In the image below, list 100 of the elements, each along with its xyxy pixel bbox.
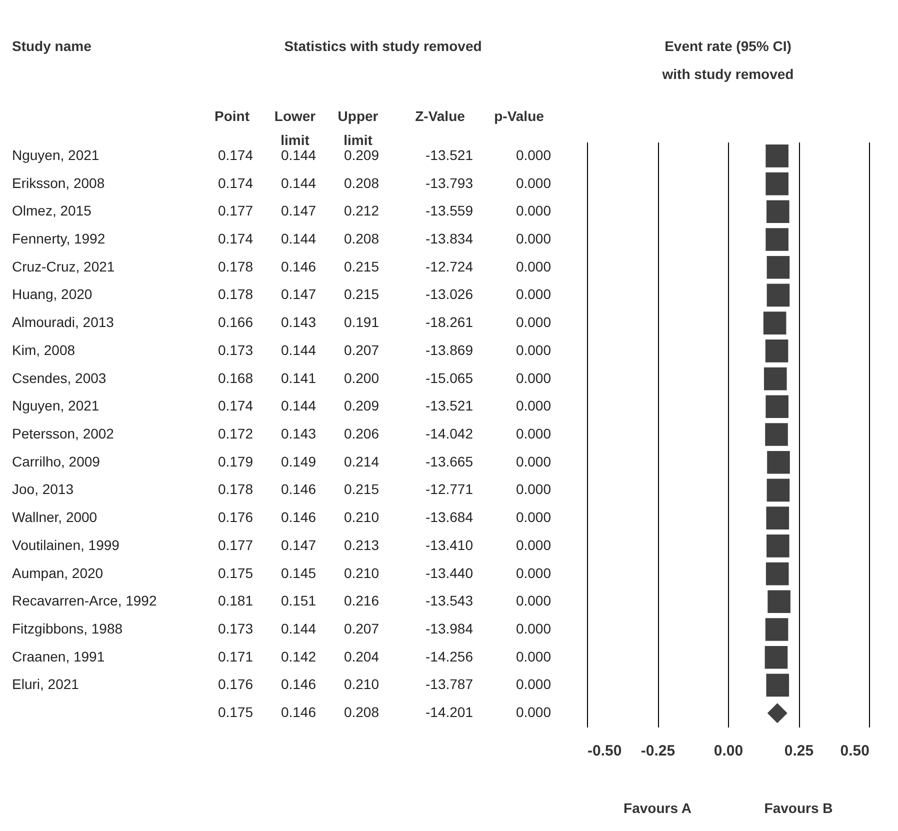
text: 0.206: [344, 426, 380, 442]
text: 0.204: [344, 648, 380, 664]
text: -13.521: [426, 146, 474, 163]
text: -13.559: [426, 202, 474, 219]
x-tick-label: 0.25: [784, 742, 814, 760]
text: -12.724: [426, 258, 474, 274]
text: Wallner, 2000: [12, 509, 98, 526]
text: -13.984: [426, 620, 474, 636]
text: 0.209: [344, 398, 380, 414]
text: Cruz-Cruz, 2021: [12, 258, 115, 274]
text: 0.168: [218, 370, 254, 386]
text: with study removed: [661, 66, 794, 82]
text: 0.000: [516, 509, 552, 526]
text: 0.146: [280, 676, 316, 692]
text: 0.173: [218, 342, 254, 358]
text: Nguyen, 2021: [12, 146, 100, 163]
text: -13.026: [426, 286, 474, 302]
text: Recavarren-Arce, 1992: [12, 592, 157, 609]
x-tick-label: -0.25: [640, 742, 676, 760]
text: 0.210: [344, 509, 380, 526]
text: Fennerty, 1992: [12, 230, 106, 246]
text: 0.210: [344, 564, 380, 581]
text: Study name: [12, 38, 92, 54]
x-tick-label: 0.00: [714, 742, 744, 760]
text: Eriksson, 2008: [12, 174, 105, 191]
text: Craanen, 1991: [12, 648, 105, 664]
text: Olmez, 2015: [12, 202, 92, 219]
text: -14.042: [426, 426, 474, 442]
text: Eluri, 2021: [12, 676, 80, 692]
text: Nguyen, 2021: [12, 398, 100, 414]
text: Almouradi, 2013: [12, 314, 114, 330]
text: Upper limit: [338, 108, 379, 148]
text: 0.207: [344, 620, 380, 636]
text: Favours A: [624, 800, 692, 816]
text: 0.174: [218, 230, 254, 246]
text: Kim, 2008: [12, 342, 76, 358]
text: 0.171: [218, 648, 254, 664]
text: 0.208: [344, 174, 380, 191]
text: 0.000: [516, 146, 552, 163]
text: Huang, 2020: [12, 286, 92, 302]
text: -13.665: [426, 453, 474, 470]
text: 0.146: [280, 509, 316, 526]
text: 0.144: [280, 620, 316, 636]
text: 0.175: [218, 564, 254, 581]
text: 0.147: [280, 286, 316, 302]
text: -13.787: [426, 676, 474, 692]
text: 0.000: [516, 286, 552, 302]
text: 0.000: [516, 592, 552, 609]
text: 0.144: [280, 174, 316, 191]
text: 0.216: [344, 592, 380, 609]
text: 0.214: [344, 453, 380, 470]
text: 0.215: [344, 481, 380, 498]
text: Lower limit: [274, 108, 316, 148]
text: -15.065: [426, 370, 474, 386]
text: 0.215: [344, 258, 380, 274]
text: 0.146: [280, 258, 316, 274]
text: 0.000: [516, 370, 552, 386]
text: 0.142: [280, 648, 316, 664]
text: Joo, 2013: [12, 481, 74, 498]
text: 0.215: [344, 286, 380, 302]
text: 0.178: [218, 258, 254, 274]
text: 0.146: [280, 704, 316, 720]
text: Carrilho, 2009: [12, 453, 100, 470]
x-tick-label: 0.50: [840, 742, 870, 760]
text: 0.000: [516, 398, 552, 414]
text: -12.771: [426, 481, 474, 498]
text: -13.869: [426, 342, 474, 358]
text: 0.000: [516, 426, 552, 442]
text: -14.256: [426, 648, 474, 664]
text: 0.174: [218, 146, 254, 163]
text: 0.177: [218, 202, 254, 219]
text: 0.174: [218, 174, 254, 191]
text: 0.213: [344, 536, 380, 553]
text: Voutilainen, 1999: [12, 536, 120, 553]
text: 0.147: [280, 202, 316, 219]
text: 0.143: [280, 314, 316, 330]
text: 0.145: [280, 564, 316, 581]
text: 0.000: [516, 230, 552, 246]
text: 0.146: [280, 481, 316, 498]
text: 0.191: [344, 314, 380, 330]
text: 0.143: [280, 426, 316, 442]
text: 0.181: [218, 592, 254, 609]
text: 0.175: [218, 704, 254, 720]
text: -13.684: [426, 509, 474, 526]
text: 0.172: [218, 426, 254, 442]
text: 0.000: [516, 342, 552, 358]
text: 0.176: [218, 509, 254, 526]
text: 0.176: [218, 676, 254, 692]
text: 0.144: [280, 230, 316, 246]
text: -13.410: [426, 536, 474, 553]
text: 0.144: [280, 342, 316, 358]
text: 0.174: [218, 398, 254, 414]
text: Event rate (95% CI): [664, 38, 792, 54]
text: 0.000: [516, 564, 552, 581]
text: 0.212: [344, 202, 380, 219]
text: 0.000: [516, 704, 552, 720]
text: Fitzgibbons, 1988: [12, 620, 123, 636]
text: -13.543: [426, 592, 474, 609]
text: -13.440: [426, 564, 474, 581]
text: 0.177: [218, 536, 254, 553]
